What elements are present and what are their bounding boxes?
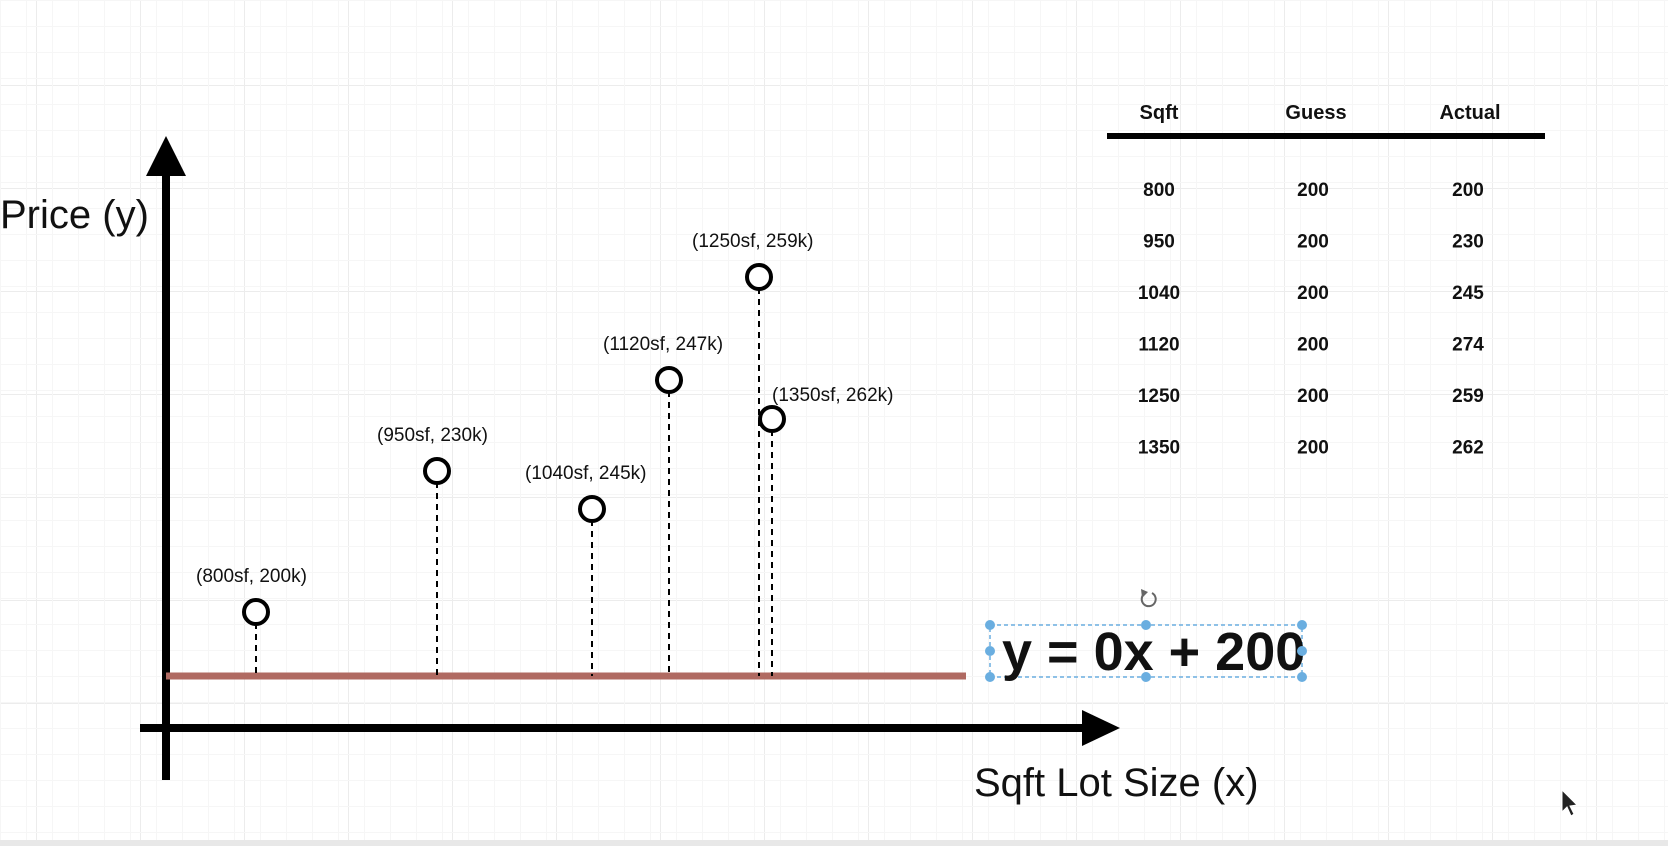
table-cell: 800	[1143, 180, 1175, 201]
table-cell: 200	[1297, 232, 1329, 253]
resize-handle-bm[interactable]	[1141, 672, 1151, 682]
canvas-bottom-bar	[0, 840, 1668, 846]
table-cell: 200	[1297, 386, 1329, 407]
y-axis-label: Price (y)	[0, 193, 149, 237]
table-cell: 200	[1297, 283, 1329, 304]
resize-handle-bl[interactable]	[985, 672, 995, 682]
comparison-table: Sqft Guess Actual 800 200 200 950 200 230 1040…	[1107, 102, 1545, 459]
data-point[interactable]	[745, 263, 773, 291]
table-cell: 245	[1452, 283, 1484, 304]
table-cell: 200	[1452, 180, 1484, 201]
data-point[interactable]	[578, 495, 606, 523]
table-body: 800 200 200 950 200 230 1040 200 245 1120 200 274 12…	[1138, 180, 1484, 459]
table-cell: 274	[1452, 335, 1484, 356]
data-point[interactable]	[655, 366, 683, 394]
resize-handle-ml[interactable]	[985, 646, 995, 656]
table-header-guess: Guess	[1285, 102, 1346, 124]
resize-handle-br[interactable]	[1297, 672, 1307, 682]
resize-handle-tl[interactable]	[985, 620, 995, 630]
table-cell: 259	[1452, 386, 1484, 407]
data-points: (800sf, 200k) (950sf, 230k) (1040sf, 245k)…	[196, 231, 893, 676]
x-axis-arrowhead	[1082, 710, 1120, 746]
table-cell: 1040	[1138, 283, 1180, 304]
table-cell: 262	[1452, 438, 1484, 459]
point-label: (950sf, 230k)	[377, 425, 488, 446]
point-label: (1120sf, 247k)	[603, 334, 723, 355]
table-cell: 230	[1452, 232, 1484, 253]
resize-handle-tm[interactable]	[1141, 620, 1151, 630]
equation-textbox[interactable]: y = 0x + 200	[985, 589, 1307, 682]
mouse-cursor-icon	[1561, 788, 1579, 817]
table-cell: 1250	[1138, 386, 1180, 407]
equation-text[interactable]: y = 0x + 200	[1002, 622, 1305, 682]
table-cell: 200	[1297, 335, 1329, 356]
point-label: (1350sf, 262k)	[772, 385, 893, 406]
table-cell: 1120	[1138, 335, 1179, 356]
y-axis-arrowhead	[146, 136, 186, 176]
point-label: (800sf, 200k)	[196, 566, 307, 587]
data-point[interactable]	[758, 405, 786, 433]
point-label: (1250sf, 259k)	[692, 231, 813, 252]
rotate-handle-icon[interactable]	[1140, 589, 1157, 608]
table-cell: 1350	[1138, 438, 1180, 459]
resize-handle-tr[interactable]	[1297, 620, 1307, 630]
table-cell: 200	[1297, 180, 1329, 201]
table-cell: 200	[1297, 438, 1329, 459]
point-label: (1040sf, 245k)	[525, 463, 646, 484]
data-point[interactable]	[242, 598, 270, 626]
resize-handle-mr[interactable]	[1297, 646, 1307, 656]
data-point[interactable]	[423, 457, 451, 485]
table-cell: 950	[1143, 232, 1175, 253]
table-header-sqft: Sqft	[1140, 102, 1179, 124]
table-header-actual: Actual	[1439, 102, 1500, 124]
x-axis-label: Sqft Lot Size (x)	[974, 761, 1259, 805]
